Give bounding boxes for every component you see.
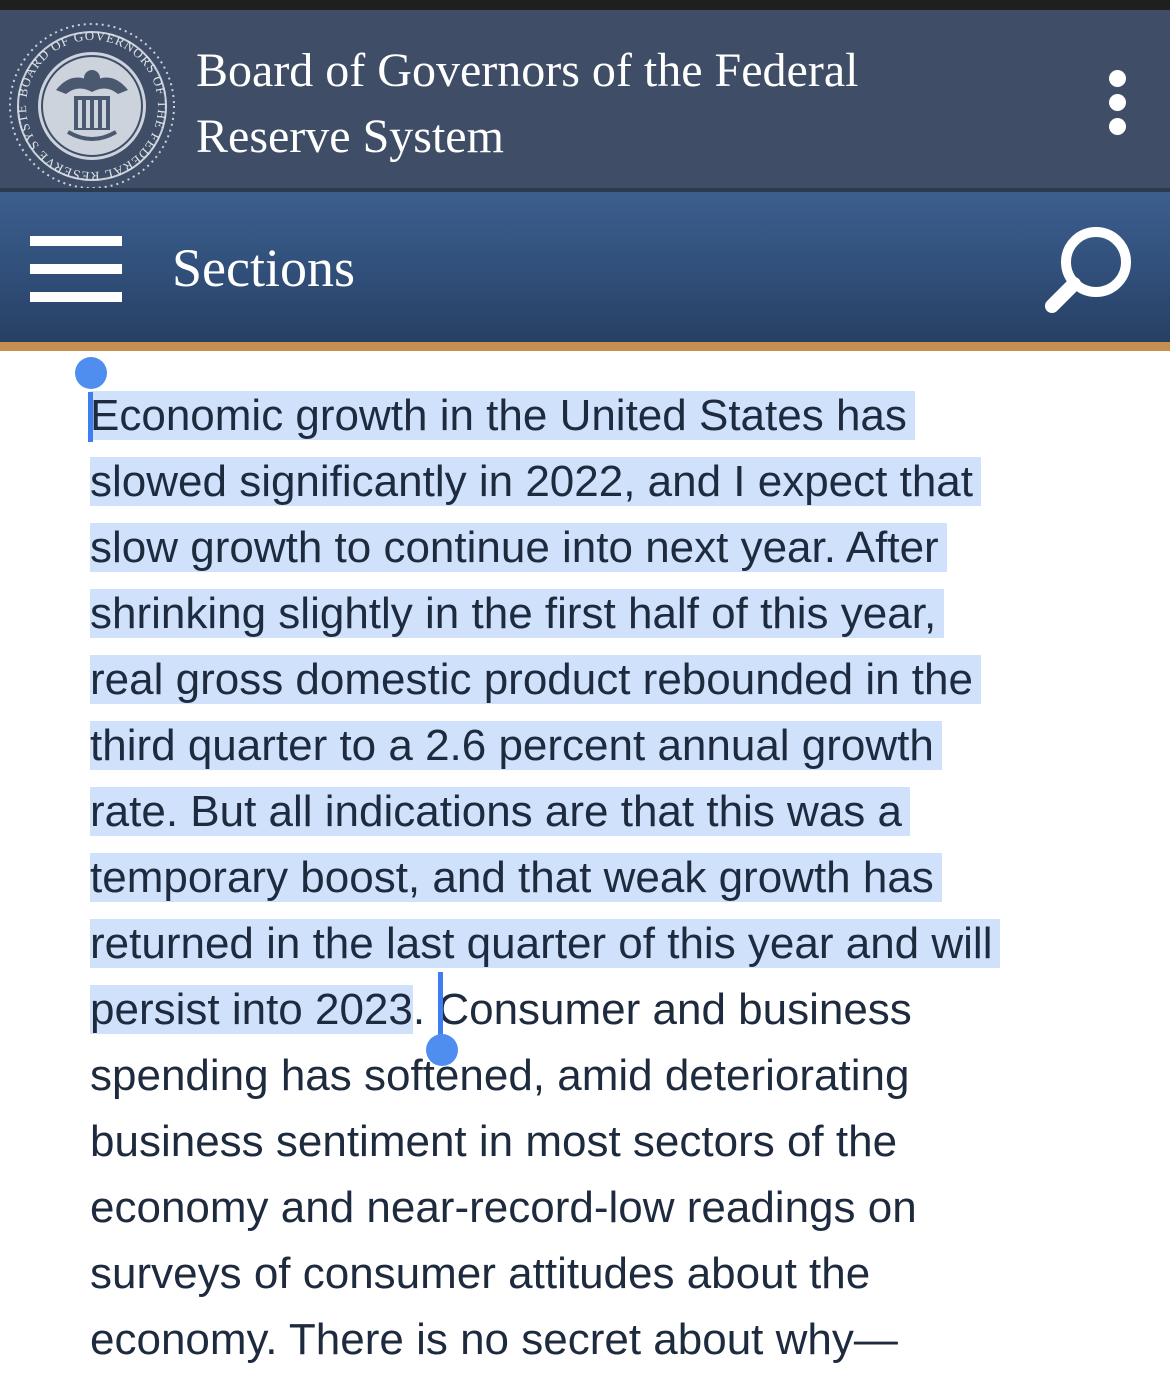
article-line: temporary boost, and that weak growth ha… xyxy=(90,845,1150,911)
article-line: slowed significantly in 2022, and I expe… xyxy=(90,449,1150,515)
site-title-line-1: Board of Governors of the Federal xyxy=(196,44,859,97)
site-header: BOARD OF GOVERNORS OF THE FEDERAL RESERV… xyxy=(0,10,1170,190)
article-line: surveys of consumer attitudes about the xyxy=(90,1241,1150,1307)
selected-text: persist into 2023 xyxy=(90,985,413,1034)
article-text: economy. There is no secret about why— xyxy=(90,1315,898,1364)
article-line: business sentiment in most sectors of th… xyxy=(90,1109,1150,1175)
selected-text: rate. But all indications are that this … xyxy=(90,787,910,836)
article-text: . Consumer and business xyxy=(412,985,912,1034)
accent-rule xyxy=(0,342,1170,351)
vertical-ellipsis-icon xyxy=(1109,70,1126,87)
selected-text: third quarter to a 2.6 percent annual gr… xyxy=(90,721,942,770)
site-title[interactable]: Board of Governors of the Federal Reserv… xyxy=(196,38,858,170)
article-text: surveys of consumer attitudes about the xyxy=(90,1249,871,1298)
article-text: business sentiment in most sectors of th… xyxy=(90,1117,898,1166)
selected-text: Economic growth in the United States has xyxy=(90,391,915,440)
selected-text: slowed significantly in 2022, and I expe… xyxy=(90,457,981,506)
selected-text: shrinking slightly in the first half of … xyxy=(90,589,945,638)
hamburger-menu-icon[interactable] xyxy=(30,236,122,302)
federal-reserve-seal-icon[interactable]: BOARD OF GOVERNORS OF THE FEDERAL RESERV… xyxy=(6,20,178,192)
article-text: economy and near-record-low readings on xyxy=(90,1183,917,1232)
article-line: economy and near-record-low readings on xyxy=(90,1175,1150,1241)
article-body[interactable]: Economic growth in the United States has… xyxy=(90,383,1150,1373)
selected-text: returned in the last quarter of this yea… xyxy=(90,919,1001,968)
more-options-button[interactable] xyxy=(1096,70,1140,150)
vertical-ellipsis-dot xyxy=(1109,94,1126,111)
article-line: third quarter to a 2.6 percent annual gr… xyxy=(90,713,1150,779)
header-divider xyxy=(0,188,1170,192)
site-title-line-2: Reserve System xyxy=(196,110,504,163)
menu-bar xyxy=(30,292,122,302)
selection-start-handle[interactable] xyxy=(75,357,107,389)
article-line: real gross domestic product rebounded in… xyxy=(90,647,1150,713)
selected-text: slow growth to continue into next year. … xyxy=(90,523,947,572)
article-line: economy. There is no secret about why— xyxy=(90,1307,1150,1373)
article-line: persist into 2023. Consumer and business xyxy=(90,977,1150,1043)
selection-end-caret xyxy=(438,972,443,1038)
search-icon[interactable] xyxy=(1038,220,1142,320)
article-line: rate. But all indications are that this … xyxy=(90,779,1150,845)
menu-bar xyxy=(30,264,122,274)
vertical-ellipsis-dot xyxy=(1109,118,1126,135)
article-line: shrinking slightly in the first half of … xyxy=(90,581,1150,647)
selection-end-handle[interactable] xyxy=(426,1034,458,1066)
sections-button[interactable]: Sections xyxy=(172,238,355,298)
article-line: slow growth to continue into next year. … xyxy=(90,515,1150,581)
sections-navbar xyxy=(0,192,1170,342)
status-bar xyxy=(0,0,1170,10)
article-line: spending has softened, amid deterioratin… xyxy=(90,1043,1150,1109)
menu-bar xyxy=(30,236,122,246)
selection-start-caret xyxy=(88,392,93,442)
article-line: Economic growth in the United States has xyxy=(90,383,1150,449)
selected-text: real gross domestic product rebounded in… xyxy=(90,655,981,704)
article-line: returned in the last quarter of this yea… xyxy=(90,911,1150,977)
selected-text: temporary boost, and that weak growth ha… xyxy=(90,853,942,902)
article-text: spending has softened, amid deterioratin… xyxy=(90,1051,910,1100)
